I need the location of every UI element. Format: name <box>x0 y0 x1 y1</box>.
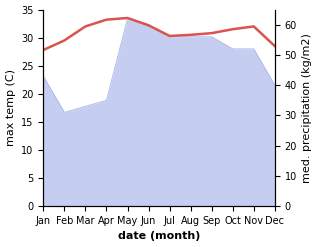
Y-axis label: max temp (C): max temp (C) <box>5 69 16 146</box>
X-axis label: date (month): date (month) <box>118 231 200 242</box>
Y-axis label: med. precipitation (kg/m2): med. precipitation (kg/m2) <box>302 33 313 183</box>
